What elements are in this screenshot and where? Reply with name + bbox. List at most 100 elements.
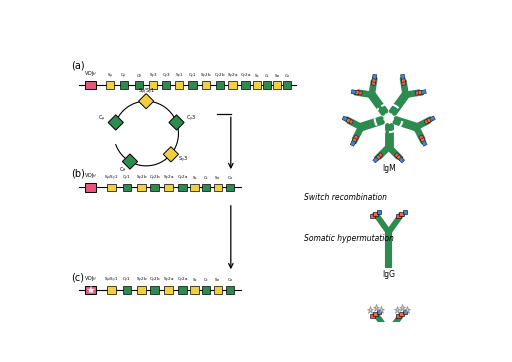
Bar <box>370 214 375 218</box>
Text: (c): (c) <box>72 272 84 282</box>
Text: Switch recombination: Switch recombination <box>304 193 387 202</box>
Bar <box>421 90 426 94</box>
Bar <box>373 212 378 216</box>
Bar <box>86 183 96 191</box>
Text: C$_\gamma$1: C$_\gamma$1 <box>122 173 132 182</box>
Bar <box>135 81 143 89</box>
Text: C$_\gamma$3: C$_\gamma$3 <box>186 114 196 125</box>
Bar <box>263 81 271 89</box>
Bar <box>137 286 146 294</box>
Text: S$_\gamma$3: S$_\gamma$3 <box>178 155 188 165</box>
Bar <box>188 81 197 89</box>
Bar <box>372 74 377 79</box>
Bar <box>164 184 173 191</box>
Bar <box>123 184 131 191</box>
Bar <box>353 135 358 141</box>
Bar <box>345 117 351 123</box>
Bar <box>373 157 379 163</box>
Bar <box>400 74 405 79</box>
Bar <box>273 81 281 89</box>
Bar <box>86 286 96 294</box>
Text: C$_\delta$: C$_\delta$ <box>136 72 142 80</box>
Text: VDJ$_H$: VDJ$_H$ <box>84 69 97 78</box>
Bar <box>372 77 376 83</box>
Bar <box>178 286 186 294</box>
Bar <box>214 184 222 191</box>
Text: C$_\gamma$1: C$_\gamma$1 <box>188 71 197 80</box>
Text: S$_\gamma$2b: S$_\gamma$2b <box>201 71 212 80</box>
Text: C$_\gamma$2b: C$_\gamma$2b <box>148 275 160 285</box>
Text: S$_\gamma$2a: S$_\gamma$2a <box>227 71 238 80</box>
Bar <box>401 77 406 83</box>
Bar <box>373 312 378 316</box>
Bar <box>241 81 250 89</box>
Text: C$_\gamma$2b: C$_\gamma$2b <box>214 71 226 80</box>
Bar <box>202 286 210 294</box>
Text: VDJ$_H$: VDJ$_H$ <box>84 274 97 283</box>
Bar <box>354 90 359 95</box>
Bar <box>283 81 291 89</box>
Text: C$_\gamma$2a: C$_\gamma$2a <box>240 71 251 80</box>
Bar <box>190 184 199 191</box>
Bar <box>422 140 427 146</box>
Bar <box>253 81 261 89</box>
Text: S$_\alpha$: S$_\alpha$ <box>215 174 221 182</box>
Bar <box>226 184 234 191</box>
Bar <box>377 152 383 159</box>
Text: S$_\mu$/S$_\gamma$1: S$_\mu$/S$_\gamma$1 <box>104 275 119 285</box>
Text: C$_\gamma$2a: C$_\gamma$2a <box>177 173 188 182</box>
Bar <box>375 155 381 161</box>
Bar <box>396 155 402 161</box>
Bar <box>376 210 381 214</box>
Bar <box>169 115 184 130</box>
Bar <box>401 80 406 85</box>
Bar <box>149 81 157 89</box>
Bar <box>151 184 159 191</box>
Bar <box>190 286 199 294</box>
Text: C$_\alpha$: C$_\alpha$ <box>284 72 290 80</box>
Bar <box>419 135 424 141</box>
Text: S$_\gamma$3: S$_\gamma$3 <box>148 71 157 80</box>
Text: (b): (b) <box>72 168 86 178</box>
Text: C$_\alpha$: C$_\alpha$ <box>227 277 233 285</box>
Text: S$_\epsilon$: S$_\epsilon$ <box>254 72 260 80</box>
Bar <box>108 115 123 130</box>
Bar <box>399 157 404 163</box>
Text: S$_\gamma$2a: S$_\gamma$2a <box>163 275 174 285</box>
Text: C$_\gamma$1: C$_\gamma$1 <box>122 275 132 285</box>
Bar <box>107 184 116 191</box>
Bar <box>396 214 401 218</box>
Bar <box>403 310 408 314</box>
Text: C$_\gamma$2b: C$_\gamma$2b <box>148 173 160 182</box>
Bar <box>105 81 114 89</box>
Bar <box>420 138 426 143</box>
Bar <box>202 184 210 191</box>
Bar <box>418 90 423 95</box>
Text: S$_\gamma$2b: S$_\gamma$2b <box>136 173 147 182</box>
Bar <box>357 90 362 95</box>
Text: S$_\alpha$: S$_\alpha$ <box>215 277 221 285</box>
Text: (a): (a) <box>72 60 85 70</box>
Bar <box>151 286 159 294</box>
Text: C$_\mu$: C$_\mu$ <box>98 114 105 125</box>
Text: S$_\mu$: S$_\mu$ <box>107 71 113 80</box>
Bar <box>164 286 173 294</box>
Text: C$_\epsilon$: C$_\epsilon$ <box>203 277 209 285</box>
Bar <box>107 286 116 294</box>
Bar <box>214 286 222 294</box>
Text: C$_\alpha$: C$_\alpha$ <box>227 174 233 182</box>
Bar <box>348 119 353 124</box>
Bar <box>351 90 356 94</box>
Text: C$_\delta$: C$_\delta$ <box>119 165 126 174</box>
Bar <box>350 140 356 146</box>
Bar <box>216 81 224 89</box>
Bar <box>342 116 348 122</box>
Text: IgG: IgG <box>382 270 395 279</box>
Text: C$_\gamma$3: C$_\gamma$3 <box>162 71 170 80</box>
Bar <box>396 314 401 318</box>
Bar <box>120 81 128 89</box>
Bar <box>415 90 420 95</box>
Bar <box>399 212 404 216</box>
Text: S$_\epsilon$: S$_\epsilon$ <box>191 277 198 285</box>
Text: S$_\gamma$1: S$_\gamma$1 <box>175 71 184 80</box>
